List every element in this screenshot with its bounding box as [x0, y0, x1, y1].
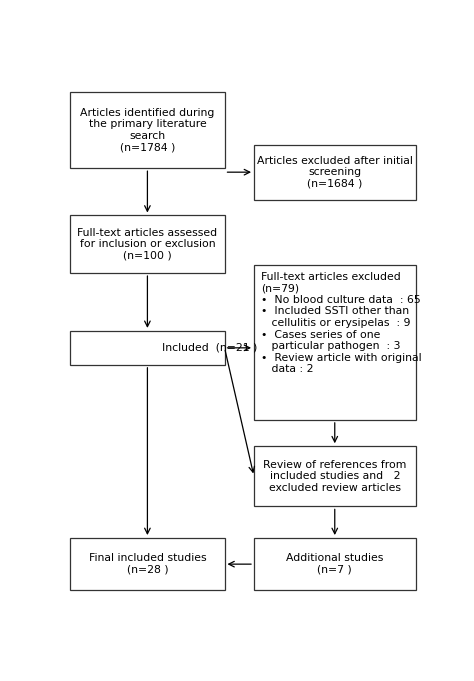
FancyBboxPatch shape [254, 266, 416, 420]
Text: Included  (n=21 ): Included (n=21 ) [162, 343, 257, 353]
FancyBboxPatch shape [70, 538, 225, 590]
FancyBboxPatch shape [70, 331, 225, 365]
Text: Additional studies
(n=7 ): Additional studies (n=7 ) [286, 554, 383, 575]
Text: Full-text articles assessed
for inclusion or exclusion
(n=100 ): Full-text articles assessed for inclusio… [77, 227, 218, 261]
Text: Full-text articles excluded
(n=79)
•  No blood culture data  : 65
•  Included SS: Full-text articles excluded (n=79) • No … [261, 272, 422, 375]
FancyBboxPatch shape [254, 144, 416, 200]
FancyBboxPatch shape [70, 215, 225, 273]
Text: Articles excluded after initial
screening
(n=1684 ): Articles excluded after initial screenin… [257, 155, 413, 189]
Text: Articles identified during
the primary literature
search
(n=1784 ): Articles identified during the primary l… [80, 108, 215, 153]
FancyBboxPatch shape [70, 92, 225, 168]
Text: Final included studies
(n=28 ): Final included studies (n=28 ) [89, 554, 206, 575]
FancyBboxPatch shape [254, 538, 416, 590]
FancyBboxPatch shape [254, 446, 416, 507]
Text: Review of references from
included studies and   2
excluded review articles: Review of references from included studi… [263, 460, 406, 493]
